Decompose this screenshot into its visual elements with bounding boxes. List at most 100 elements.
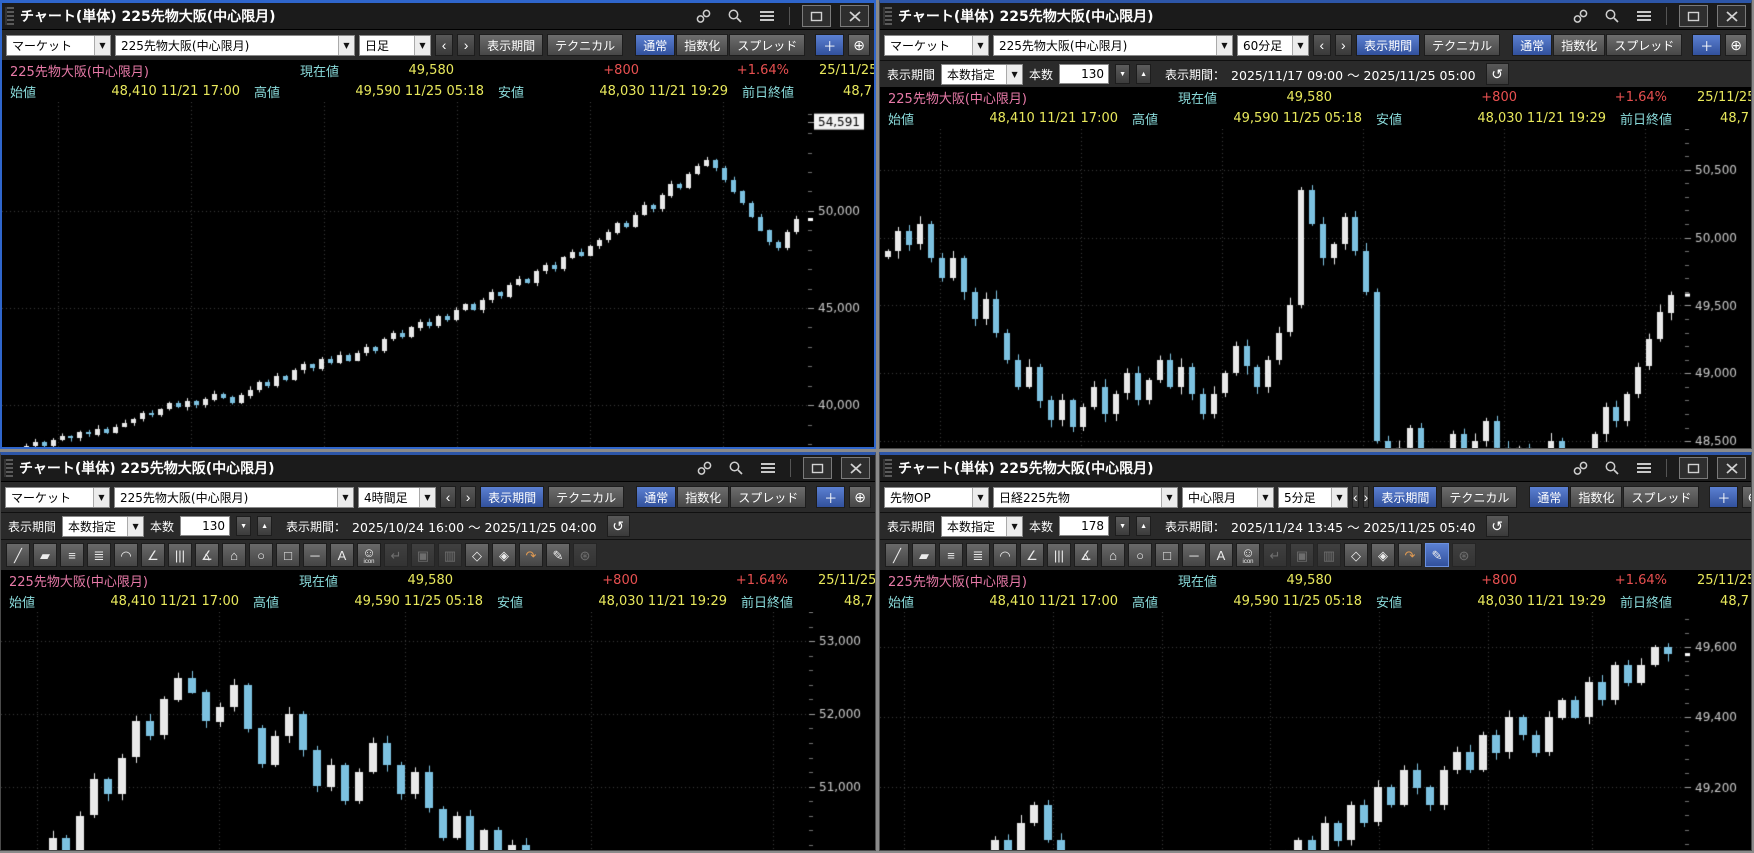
reload-icon[interactable]: ↺ [606, 515, 630, 537]
count-decrement-button[interactable]: ▼ [1115, 516, 1131, 536]
drag-grip-icon[interactable] [4, 459, 13, 477]
reload-icon[interactable]: ↺ [1485, 63, 1509, 85]
fibonacci-fan-icon[interactable]: ∠ [141, 543, 165, 567]
prev-button[interactable]: ‹ [1352, 486, 1359, 508]
technical-button[interactable]: テクニカル [548, 486, 625, 508]
interval-select[interactable]: 60分足 ▼ [1237, 34, 1309, 56]
mode-spread-button[interactable]: スプレッド [1606, 34, 1683, 56]
link-icon[interactable] [690, 6, 716, 26]
mode-spread-button[interactable]: スプレッド [729, 34, 806, 56]
symbol-select[interactable]: 225先物大阪(中心限月) ▼ [114, 486, 354, 508]
close-button[interactable] [840, 5, 869, 27]
period-button[interactable]: 表示期間 [1373, 486, 1438, 508]
zoom-in-button[interactable]: ⊕ [849, 486, 871, 508]
maximize-button[interactable] [1679, 457, 1708, 479]
menu-icon[interactable] [754, 6, 780, 26]
eraser-all-icon[interactable]: ◈ [492, 543, 516, 567]
count-decrement-button[interactable]: ▼ [236, 516, 252, 536]
search-icon[interactable] [723, 458, 749, 478]
count-input[interactable]: 130 [180, 516, 231, 536]
search-icon[interactable] [1599, 458, 1625, 478]
trendline-icon[interactable]: ╱ [6, 543, 30, 567]
count-increment-button[interactable]: ▲ [1136, 516, 1152, 536]
pentagon-icon[interactable]: ⌂ [1101, 543, 1125, 567]
link-icon[interactable] [1567, 458, 1593, 478]
mode-indexed-button[interactable]: 指数化 [1553, 34, 1606, 56]
zoom-in-button[interactable]: ⊕ [1742, 486, 1751, 508]
window-titlebar[interactable]: チャート(単体) 225先物大阪(中心限月) [880, 3, 1751, 29]
mode-normal-button[interactable]: 通常 [636, 486, 677, 508]
next-button[interactable]: › [457, 34, 476, 56]
market-select[interactable]: マーケット ▼ [884, 34, 989, 56]
technical-button[interactable]: テクニカル [1424, 34, 1501, 56]
mode-spread-button[interactable]: スプレッド [730, 486, 807, 508]
maximize-button[interactable] [1679, 5, 1708, 27]
symbol-select[interactable]: 日経225先物 ▼ [993, 486, 1178, 508]
link-icon[interactable] [1567, 6, 1593, 26]
count-increment-button[interactable]: ▲ [1136, 64, 1152, 84]
mode-spread-button[interactable]: スプレッド [1623, 486, 1700, 508]
fibonacci-arc-icon[interactable]: ◠ [114, 543, 138, 567]
interval-select[interactable]: 4時間足 ▼ [358, 486, 436, 508]
horizontal-segment-icon[interactable]: ─ [1182, 543, 1206, 567]
period-button[interactable]: 表示期間 [480, 486, 545, 508]
search-icon[interactable] [1599, 6, 1625, 26]
pentagon-icon[interactable]: ⌂ [222, 543, 246, 567]
count-input[interactable]: 130 [1059, 64, 1110, 84]
count-mode-select[interactable]: 本数指定 ▼ [941, 515, 1024, 537]
drag-grip-icon[interactable] [5, 7, 14, 25]
next-button[interactable]: › [1362, 486, 1370, 508]
parallel-lines-icon[interactable]: ≡ [60, 543, 84, 567]
technical-button[interactable]: テクニカル [1441, 486, 1518, 508]
horizontal-lines-icon[interactable]: ≣ [87, 543, 111, 567]
ruler-icon[interactable]: ▰ [912, 543, 936, 567]
mode-indexed-button[interactable]: 指数化 [677, 486, 730, 508]
trendline-icon[interactable]: ╱ [885, 543, 909, 567]
interval-select[interactable]: 日足 ▼ [359, 34, 431, 56]
ellipse-icon[interactable]: ○ [1128, 543, 1152, 567]
angle-line-icon[interactable]: ∡ [1074, 543, 1098, 567]
add-chart-button[interactable]: ＋ [1709, 486, 1739, 508]
time-lines-icon[interactable]: ||| [168, 543, 192, 567]
zoom-in-button[interactable]: ⊕ [1725, 34, 1747, 56]
magnet-icon[interactable]: ↷ [1398, 543, 1422, 567]
maximize-button[interactable] [802, 5, 831, 27]
window-titlebar[interactable]: チャート(単体) 225先物大阪(中心限月) [880, 455, 1751, 481]
maximize-button[interactable] [803, 457, 832, 479]
menu-icon[interactable] [1631, 6, 1657, 26]
prev-button[interactable]: ‹ [440, 486, 457, 508]
eraser-icon[interactable]: ◇ [1344, 543, 1368, 567]
drag-grip-icon[interactable] [883, 7, 892, 25]
link-icon[interactable] [691, 458, 717, 478]
close-button[interactable] [1717, 5, 1746, 27]
mode-normal-button[interactable]: 通常 [1512, 34, 1553, 56]
market-select[interactable]: マーケット ▼ [5, 486, 110, 508]
menu-icon[interactable] [755, 458, 781, 478]
window-titlebar[interactable]: チャート(単体) 225先物大阪(中心限月) [1, 455, 875, 481]
window-titlebar[interactable]: チャート(単体) 225先物大阪(中心限月) [2, 3, 874, 29]
prev-button[interactable]: ‹ [435, 34, 454, 56]
zoom-in-button[interactable]: ⊕ [848, 34, 870, 56]
mode-indexed-button[interactable]: 指数化 [1570, 486, 1623, 508]
search-icon[interactable] [722, 6, 748, 26]
next-button[interactable]: › [460, 486, 477, 508]
mode-indexed-button[interactable]: 指数化 [676, 34, 729, 56]
add-chart-button[interactable]: ＋ [816, 486, 846, 508]
symbol-select[interactable]: 225先物大阪(中心限月) ▼ [993, 34, 1233, 56]
horizontal-segment-icon[interactable]: ─ [303, 543, 327, 567]
prev-button[interactable]: ‹ [1313, 34, 1331, 56]
drag-grip-icon[interactable] [883, 459, 892, 477]
symbol-select[interactable]: 225先物大阪(中心限月) ▼ [115, 34, 355, 56]
period-button[interactable]: 表示期間 [1356, 34, 1421, 56]
add-chart-button[interactable]: ＋ [815, 34, 845, 56]
count-decrement-button[interactable]: ▼ [1115, 64, 1131, 84]
count-mode-select[interactable]: 本数指定 ▼ [941, 63, 1024, 85]
ruler-icon[interactable]: ▰ [33, 543, 57, 567]
time-lines-icon[interactable]: ||| [1047, 543, 1071, 567]
fibonacci-fan-icon[interactable]: ∠ [1020, 543, 1044, 567]
lock-pencil-icon[interactable]: ✎ [1425, 543, 1449, 567]
eraser-icon[interactable]: ◇ [465, 543, 489, 567]
magnet-icon[interactable]: ↷ [519, 543, 543, 567]
mode-normal-button[interactable]: 通常 [635, 34, 676, 56]
horizontal-lines-icon[interactable]: ≣ [966, 543, 990, 567]
